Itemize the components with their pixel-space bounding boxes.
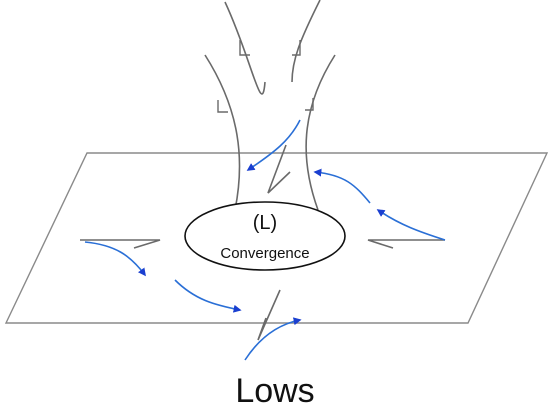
column-left — [204, 54, 241, 211]
wind-barb-icon — [367, 239, 445, 249]
column-right — [305, 54, 336, 211]
diagram-caption: Lows — [235, 372, 315, 410]
center-label: Convergence — [220, 245, 309, 262]
flow-arrow-icon — [174, 279, 242, 313]
wind-barb-icon — [217, 40, 314, 113]
center-symbol: (L) — [253, 212, 277, 234]
flow-arrow-icon — [313, 168, 371, 204]
column-right-outer — [291, 0, 321, 83]
surface-wind-barbs — [80, 144, 445, 341]
surface-plane — [4, 152, 549, 324]
column-left-outer — [224, 1, 266, 95]
wind-barb-icon — [267, 144, 291, 194]
surface-flow-arrows — [84, 119, 446, 361]
flow-arrow-icon — [246, 119, 301, 171]
wind-barb-icon — [80, 239, 161, 249]
rising-air-column — [204, 0, 336, 211]
flow-arrow-icon — [376, 209, 446, 241]
flow-arrow-icon — [244, 317, 302, 361]
convergence-ellipse — [184, 201, 346, 271]
wind-barb-icon — [257, 289, 281, 341]
flow-arrow-icon — [84, 241, 146, 277]
